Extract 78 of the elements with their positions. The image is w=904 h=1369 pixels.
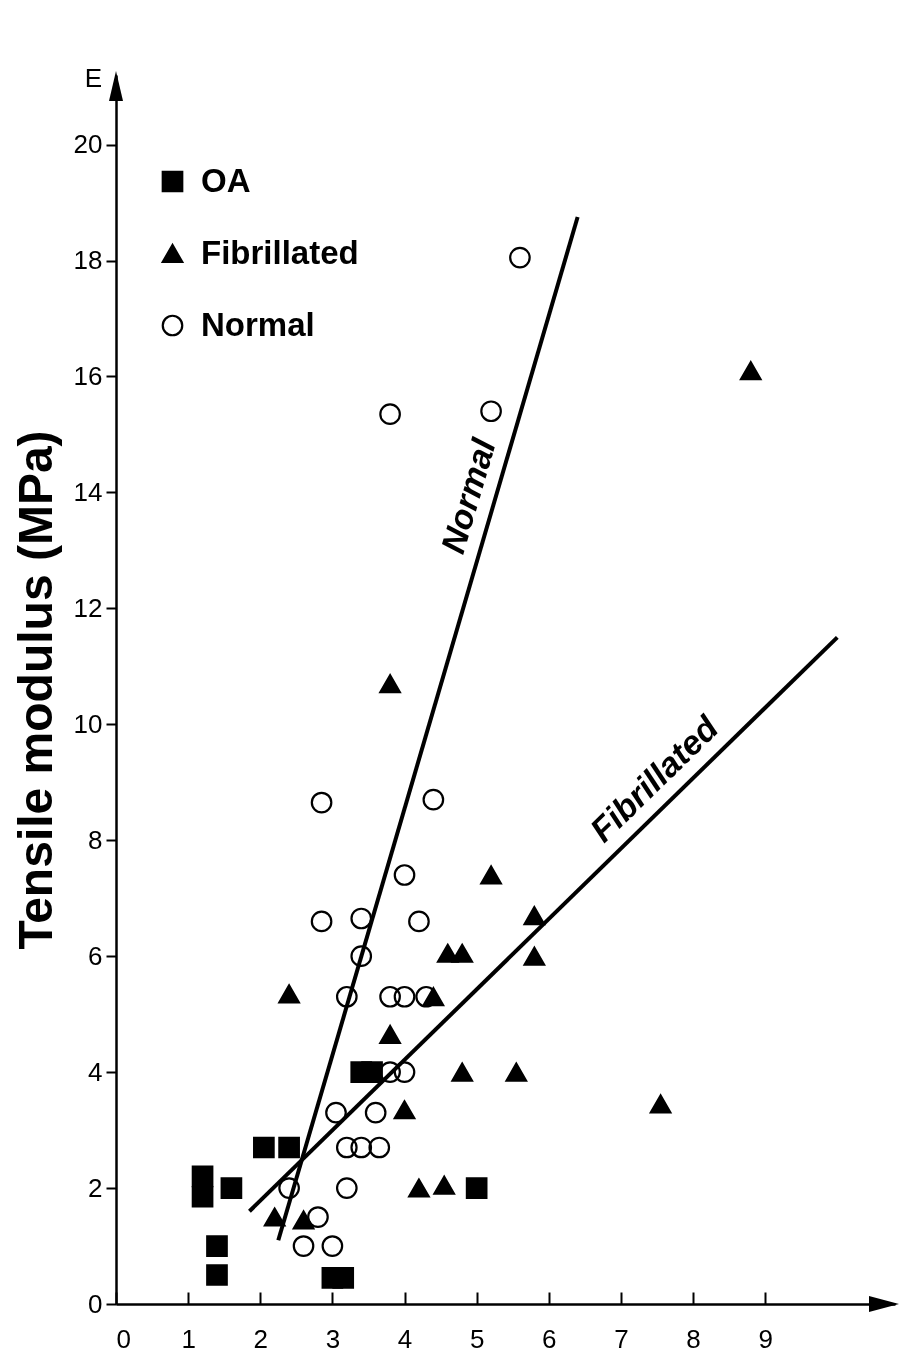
- point: [191, 1185, 214, 1208]
- point: [379, 985, 401, 1008]
- y-tick-label: 16: [73, 360, 103, 391]
- x-tick-label: 1: [181, 1323, 196, 1354]
- point: [278, 1136, 300, 1159]
- point: [379, 1061, 401, 1083]
- point: [465, 1177, 488, 1199]
- point: [310, 910, 333, 933]
- point: [321, 1235, 344, 1257]
- point: [350, 1136, 373, 1159]
- y-tick-label: 0: [88, 1288, 103, 1319]
- point: [191, 1165, 214, 1188]
- y-tick-label: 2: [88, 1172, 103, 1203]
- y-tick-label: 10: [73, 708, 103, 739]
- point: [253, 1136, 275, 1159]
- x-tick-label: 7: [614, 1323, 629, 1354]
- point: [408, 910, 430, 933]
- point: [335, 1177, 358, 1199]
- x-tick-label: 2: [253, 1323, 268, 1354]
- y-tick-label: 8: [88, 824, 103, 855]
- x-tick-label: 5: [469, 1323, 485, 1354]
- point: [393, 1061, 416, 1083]
- point: [310, 791, 333, 814]
- point: [509, 246, 531, 269]
- y-tick-label: 4: [88, 1056, 103, 1087]
- text: E: [84, 63, 102, 93]
- point: [379, 1024, 401, 1044]
- x-tick-label: 3: [325, 1323, 341, 1354]
- point: [480, 400, 502, 423]
- x-tick-label: 4: [397, 1323, 413, 1354]
- y-tick-label: 20: [73, 129, 103, 160]
- point: [206, 1264, 228, 1286]
- point: [350, 945, 373, 967]
- point: [379, 674, 401, 694]
- point: [307, 1206, 329, 1228]
- legend-label: OA: [201, 161, 251, 199]
- point: [393, 985, 416, 1008]
- point: [335, 985, 358, 1008]
- y-axis-title: Tensile modulus (MPa): [8, 430, 62, 950]
- point: [739, 361, 762, 381]
- point: [433, 1175, 456, 1195]
- point: [350, 907, 373, 930]
- y-tick-label: 12: [73, 592, 103, 623]
- point: [263, 1207, 286, 1227]
- point: [451, 1062, 474, 1082]
- point: [368, 1136, 391, 1159]
- text: Normal: [433, 432, 504, 558]
- point: [220, 1177, 243, 1199]
- point: [505, 1062, 528, 1082]
- y-tick-label: 14: [73, 476, 103, 507]
- point: [361, 1061, 383, 1083]
- point: [364, 1101, 387, 1124]
- x-tick-label: 6: [542, 1323, 557, 1354]
- point: [408, 1178, 430, 1198]
- point: [335, 1136, 358, 1159]
- point: [480, 865, 502, 885]
- point: [278, 1177, 300, 1199]
- point: [325, 1101, 347, 1124]
- point: [393, 864, 416, 886]
- point: [278, 984, 300, 1004]
- x-tick-label: 8: [686, 1323, 701, 1354]
- point: [292, 1235, 315, 1257]
- point: [523, 946, 546, 966]
- point: [649, 1094, 672, 1114]
- point: [393, 1100, 416, 1120]
- legend-label: Normal: [201, 305, 315, 343]
- x-tick-label: 9: [758, 1323, 773, 1354]
- point: [379, 403, 401, 425]
- point: [422, 788, 445, 811]
- point: [292, 1210, 315, 1230]
- legend-label: Fibrillated: [201, 233, 359, 271]
- point: [451, 943, 474, 963]
- point: [206, 1235, 228, 1257]
- point: [332, 1267, 355, 1289]
- x-tick-label: 0: [116, 1323, 131, 1354]
- point: [523, 906, 546, 926]
- y-tick-label: 6: [88, 940, 103, 971]
- y-tick-label: 18: [73, 245, 103, 276]
